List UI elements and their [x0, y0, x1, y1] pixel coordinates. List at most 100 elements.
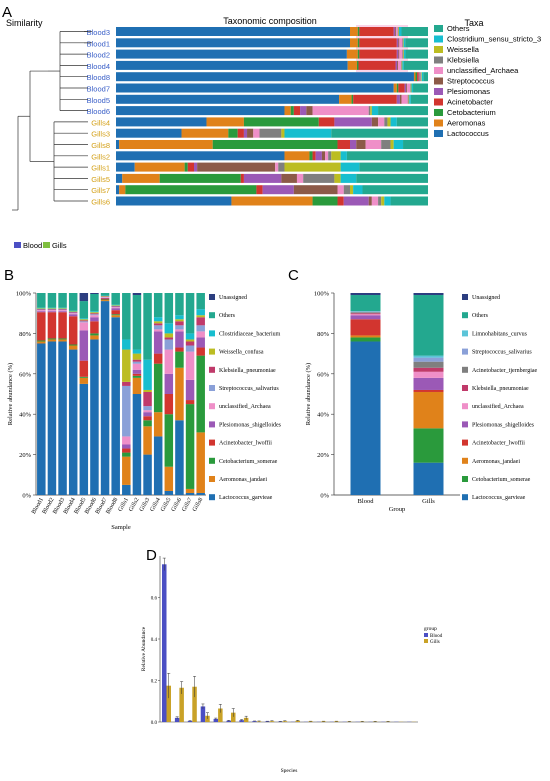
bar-segment-plesiomonas_shigelloides [413, 377, 444, 390]
bar-gills [166, 685, 171, 722]
y-tick-label: 0% [320, 493, 329, 500]
bar-segment-klebsiella_pneumoniae [153, 323, 163, 326]
bar-segment-plesiomonas [194, 162, 198, 172]
legend-swatch-plesiomonas [434, 88, 443, 95]
bar-segment-others [396, 117, 428, 127]
bar-segment-aeromonas_jandaei [79, 377, 89, 384]
bar-segment-acinetobacter_lwoffii [47, 312, 57, 339]
y-axis-label: Relative abundance (%) [305, 363, 312, 425]
bar-segment-klebsiella_pneumoniae [164, 337, 174, 340]
legend-swatch-weissella [434, 46, 443, 53]
bar-segment-streptococcus [371, 117, 379, 127]
bar-segment-plesiomonas [315, 151, 322, 161]
legend-label: Others [472, 313, 489, 319]
bar-segment-streptococcus [321, 151, 326, 161]
bar-segment-weissella_confusa [79, 319, 89, 321]
y-tick-label: 0.2 [151, 680, 158, 685]
bar-segment-others [405, 38, 428, 48]
bar-segment-cetobacterium [290, 106, 294, 116]
legend-label: Lactococcus_garvieae [472, 495, 526, 501]
bar-segment-plesiomonas [334, 117, 372, 127]
y-tick-label: 80% [317, 331, 330, 338]
bar-segment-lactococcus [116, 83, 394, 93]
bar-segment-others [185, 293, 195, 334]
bar-blood [162, 564, 167, 722]
legend-swatch-clostridiaceae_bacterium [209, 330, 215, 337]
bar-segment-unclassified_archaea [111, 307, 120, 309]
bar-segment-plesiomonas_shigelloides [47, 311, 57, 313]
bar-segment-lactococcus_garvieae [413, 462, 444, 495]
bar-segment-unclassified_archaea [79, 322, 89, 331]
bar-segment-lactococcus_garvieae [37, 343, 46, 495]
bar-segment-klebsiella [328, 151, 332, 161]
bar-segment-others [196, 293, 205, 310]
bar-segment-lactococcus [116, 117, 207, 127]
bar-segment-plesiomonas [393, 27, 396, 36]
bar-segment-plesiomonas_shigelloides [164, 373, 174, 394]
bar-segment-streptococcus [197, 162, 276, 172]
bar-segment-clostridium [409, 94, 411, 104]
bar-segment-cetobacterium_somerae [100, 299, 110, 301]
bar-gills [295, 720, 300, 722]
bar-segment-others [37, 293, 46, 308]
bar-segment-aeromonas [350, 27, 358, 36]
bar-segment-streptococcus [399, 94, 402, 104]
legend-label: unclassified_Archaea [447, 66, 519, 75]
bar-blood [239, 720, 244, 722]
bar-segment-klebsiella [420, 72, 422, 82]
bar-segment-streptococcus_salivarius [37, 309, 46, 311]
bar-segment-clostridium [340, 173, 357, 183]
legend-swatch-unclassified_archaea [434, 67, 443, 74]
y-tick-label: 60% [317, 371, 330, 378]
legend-label: Streptococcus [447, 77, 495, 86]
legend-label: unclassified_Archaea [219, 403, 271, 410]
bar-segment-lactococcus [116, 27, 350, 36]
bar-segment-plesiomonas_shigelloides [79, 330, 89, 361]
legend-swatch-acinetobacter [434, 98, 443, 106]
bar-segment-clostridiaceae_bacterium [185, 333, 195, 340]
bar-segment-clostridium [384, 196, 391, 206]
bar-gills [321, 721, 326, 722]
bar-segment-aeromonas [119, 140, 213, 149]
legend-swatch-plesiomonas_shigelloides [462, 421, 468, 428]
bar-segment-streptococcus_salivarius [47, 309, 57, 311]
bar-segment-lactococcus_garvieae [111, 317, 120, 495]
bar-segment-cetobacterium_somerae [196, 355, 205, 433]
bar-segment-cetobacterium_somerae [153, 363, 163, 413]
bar-segment-lactococcus [116, 128, 182, 138]
legend-label: unclassified_Archaea [472, 403, 524, 410]
bar-segment-acinetobacter_lwoffii [413, 389, 444, 392]
bar-segment-weissella [334, 173, 341, 183]
bar-segment-lactococcus_garvieae [100, 301, 110, 495]
bar-segment-aeromonas_jandaei [100, 300, 110, 302]
bar-segment-lactococcus [116, 38, 350, 48]
bar-segment-klebsiella_pneumoniae [175, 321, 184, 326]
bar-segment-lactococcus_garvieae [175, 420, 184, 495]
bar-segment-aeromonas [339, 94, 352, 104]
bar-segment-clostridium [398, 27, 402, 36]
x-axis-label: Sample [111, 524, 131, 531]
bar-segment-acinetobacter [353, 94, 397, 104]
legend-swatch-aeromonas_jandaei [209, 476, 215, 482]
bar-segment-others [331, 128, 428, 138]
bar-segment-klebsiella_pneumoniae [143, 391, 152, 407]
bar-segment-lactococcus_garvieae [143, 454, 152, 495]
bar-segment-aeromonas_jandaei [175, 367, 184, 421]
legend-swatch-klebsiella [434, 56, 443, 64]
bar-segment-plesiomonas_shigelloides [185, 379, 195, 401]
bar-segment-unclassified_archaea [100, 297, 110, 298]
bar-segment-others [362, 185, 428, 195]
bar-segment-lactococcus_garvieae [90, 339, 99, 495]
bar-segment-plesiomonas_shigelloides [153, 331, 163, 354]
bar-segment-others [401, 27, 428, 36]
bar-segment-cetobacterium [309, 151, 313, 161]
legend-label: Streptococcus_salivarius [472, 350, 532, 356]
legend-swatch-lactococcus_garvieae [209, 494, 215, 501]
bar-segment-others [122, 293, 131, 340]
bar-segment-cetobacterium [357, 38, 360, 48]
bar-segment-unclassified_archaea [37, 310, 46, 312]
bar-segment-acinetobacter_tjernbergiae [350, 312, 381, 314]
bar-segment-others [346, 151, 428, 161]
bar-segment-streptococcus_salivarius [132, 361, 142, 364]
legend-swatch-cetobacterium [434, 109, 443, 116]
